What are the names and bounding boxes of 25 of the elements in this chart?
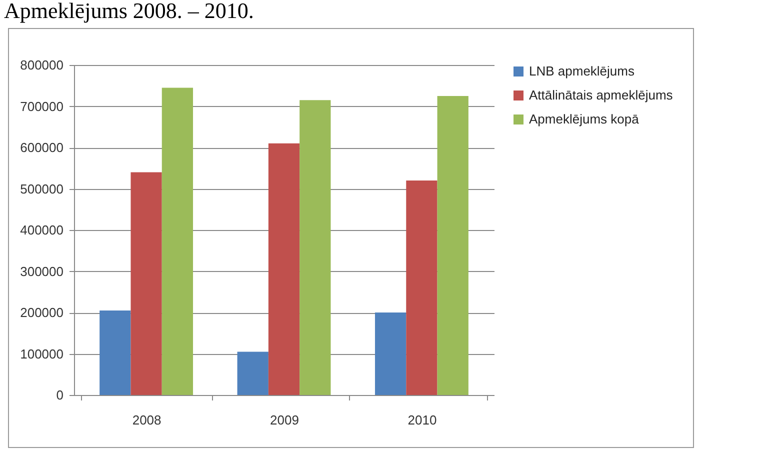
chart-title: Apmeklējums 2008. – 2010. bbox=[3, 0, 255, 24]
y-tick-label: 0 bbox=[56, 388, 64, 402]
bar bbox=[162, 88, 194, 395]
bar bbox=[300, 100, 331, 395]
y-tick-label: 200000 bbox=[20, 305, 64, 320]
bar bbox=[406, 180, 438, 395]
legend-label: LNB apmeklējums bbox=[529, 64, 635, 78]
bar bbox=[130, 172, 162, 395]
x-tick-label: 2010 bbox=[408, 412, 437, 428]
y-tick-label: 800000 bbox=[20, 58, 64, 72]
y-tick-label: 400000 bbox=[20, 222, 64, 238]
y-tick-label: 600000 bbox=[20, 140, 64, 155]
y-tick-label: 300000 bbox=[20, 264, 64, 279]
bar bbox=[437, 96, 468, 395]
x-tick-label: 2009 bbox=[270, 412, 299, 428]
legend-label: Apmeklējums kopā bbox=[529, 112, 640, 126]
bar bbox=[237, 352, 268, 395]
bar bbox=[100, 310, 131, 395]
legend-label: Attālinātais apmeklējums bbox=[529, 88, 674, 102]
x-tick-label: 2008 bbox=[132, 412, 162, 428]
y-tick-label: 500000 bbox=[20, 181, 64, 196]
bar bbox=[374, 312, 406, 395]
y-tick-label: 700000 bbox=[20, 98, 64, 114]
bar bbox=[268, 143, 300, 395]
y-tick-label: 100000 bbox=[20, 346, 64, 362]
